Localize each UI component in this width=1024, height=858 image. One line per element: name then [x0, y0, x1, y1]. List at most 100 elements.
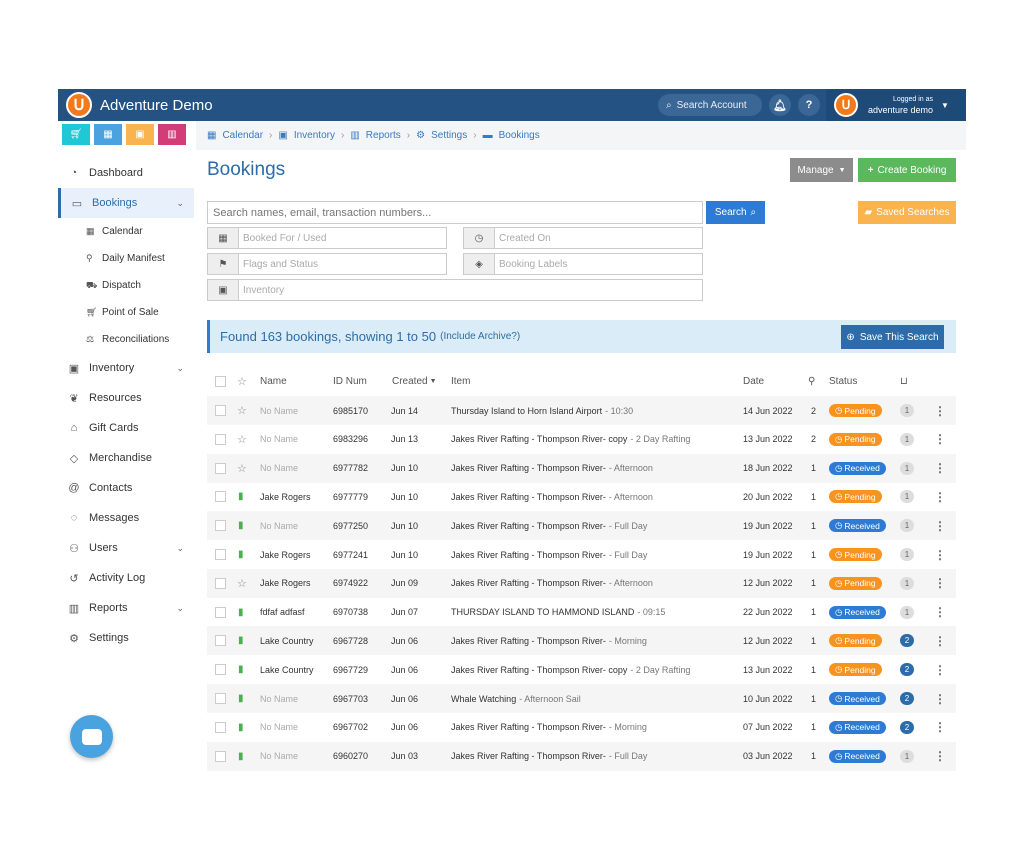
row-id[interactable]: 6974922	[333, 578, 369, 589]
more-vertical-icon[interactable]: ⋮	[934, 518, 946, 533]
row-id[interactable]: 6960270	[333, 751, 369, 762]
select-all-checkbox[interactable]	[215, 375, 226, 387]
row-item[interactable]: Jakes River Rafting - Thompson River- - A…	[451, 454, 653, 483]
row-checkbox[interactable]	[215, 577, 226, 589]
saved-searches-button[interactable]: ▰ Saved Searches	[858, 201, 956, 224]
row-item[interactable]: Jakes River Rafting - Thompson River- - M…	[451, 713, 647, 742]
sidebar-item-contacts[interactable]: @ Contacts	[58, 473, 194, 503]
row-item[interactable]: Jakes River Rafting - Thompson River- - F…	[451, 540, 647, 569]
sidebar-subitem-reconciliations[interactable]: ⚖ Reconciliations	[86, 334, 170, 345]
table-row[interactable]: ▮ fdfaf adfasf 6970738 Jun 07 THURSDAY ISLAN…	[207, 598, 956, 627]
star-icon[interactable]: ☆	[237, 577, 247, 590]
more-vertical-icon[interactable]: ⋮	[934, 605, 946, 620]
star-icon[interactable]: ☆	[237, 375, 247, 388]
breadcrumb-bookings[interactable]: Bookings	[498, 130, 540, 141]
breadcrumb-calendar[interactable]: Calendar	[222, 130, 264, 141]
table-row[interactable]: ▮ Jake Rogers 6977241 Jun 10 Jakes River Raf…	[207, 540, 956, 569]
row-id[interactable]: 6967703	[333, 693, 369, 704]
table-row[interactable]: ☆ No Name 6983296 Jun 13 Jakes River Rafting…	[207, 425, 956, 454]
row-item[interactable]: Whale Watching - Afternoon Sail	[451, 684, 581, 713]
help-button[interactable]: ?	[798, 94, 820, 116]
created-on-filter[interactable]: ◷ Created On	[463, 227, 703, 249]
sidebar-subitem-calendar[interactable]: ▦ Calendar	[86, 226, 143, 237]
row-name[interactable]: Jake Rogers	[260, 578, 311, 589]
sidebar-item-merchandise[interactable]: ◇ Merchandise	[58, 443, 194, 473]
sidebar-item-reports[interactable]: ▥ Reports ⌄	[58, 593, 194, 623]
sidebar-item-activity-log[interactable]: ↺ Activity Log	[58, 563, 194, 593]
row-item[interactable]: Jakes River Rafting - Thompson River- - F…	[451, 511, 647, 540]
create-booking-button[interactable]: + Create Booking	[858, 158, 956, 182]
table-row[interactable]: ▮ Lake Country 6967729 Jun 06 Jakes River Ra…	[207, 655, 956, 684]
breadcrumb-reports[interactable]: Reports	[365, 130, 401, 141]
row-id[interactable]: 6977241	[333, 549, 369, 560]
sidebar-item-bookings[interactable]: ▭ Bookings ⌄	[58, 188, 194, 218]
status-badge[interactable]: ◷ Received	[829, 720, 886, 734]
table-row[interactable]: ▮ No Name 6960270 Jun 03 Jakes River Rafting…	[207, 741, 956, 771]
table-row[interactable]: ▮ Jake Rogers 6977779 Jun 10 Jakes River Raf…	[207, 482, 956, 511]
star-icon[interactable]: ☆	[237, 433, 247, 446]
more-vertical-icon[interactable]: ⋮	[934, 489, 946, 504]
row-id[interactable]: 6983296	[333, 434, 369, 445]
status-badge[interactable]: ◷ Pending	[829, 548, 882, 561]
row-checkbox[interactable]	[215, 491, 226, 503]
flags-status-filter[interactable]: ⚑ Flags and Status	[207, 253, 447, 275]
row-item[interactable]: Jakes River Rafting - Thompson River- - F…	[451, 742, 647, 771]
status-badge[interactable]: ◷ Pending	[829, 663, 882, 677]
bookmark-icon[interactable]: ▮	[238, 635, 244, 647]
row-id[interactable]: 6967729	[333, 664, 369, 675]
row-checkbox[interactable]	[215, 549, 226, 560]
row-name[interactable]: No Name	[260, 434, 299, 445]
save-search-button[interactable]: ⊕ Save This Search	[841, 325, 944, 349]
row-item[interactable]: THURSDAY ISLAND TO HAMMOND ISLAND - 09:15	[451, 598, 665, 627]
sidebar-item-messages[interactable]: ◌ Messages	[58, 503, 194, 533]
row-name[interactable]: No Name	[260, 405, 299, 416]
column-name[interactable]: Name	[260, 375, 287, 387]
status-badge[interactable]: ◷ Pending	[829, 490, 882, 504]
status-badge[interactable]: ◷ Received	[829, 692, 886, 705]
table-row[interactable]: ▮ No Name 6977250 Jun 10 Jakes River Rafting…	[207, 511, 956, 541]
sidebar-item-settings[interactable]: ⚙ Settings	[58, 623, 194, 653]
row-name[interactable]: No Name	[260, 463, 299, 474]
sidebar-subitem-point-of-sale[interactable]: 🛒︎ Point of Sale	[86, 307, 159, 318]
row-id[interactable]: 6967728	[333, 635, 369, 646]
quick-calendar-button[interactable]: ▦	[94, 124, 122, 145]
row-item[interactable]: Jakes River Rafting - Thompson River- - M…	[451, 626, 647, 655]
bookmark-icon[interactable]: ▮	[238, 520, 244, 532]
column-status[interactable]: Status	[829, 375, 858, 387]
booking-labels-filter[interactable]: ◈ Booking Labels	[463, 253, 703, 275]
app-logo[interactable]: ᑌ	[66, 92, 92, 118]
breadcrumb-settings[interactable]: Settings	[431, 130, 468, 141]
table-row[interactable]: ☆ Jake Rogers 6974922 Jun 09 Jakes River Raf…	[207, 568, 956, 598]
row-item[interactable]: Thursday Island to Horn Island Airport - …	[451, 396, 633, 425]
row-checkbox[interactable]	[215, 721, 226, 733]
more-vertical-icon[interactable]: ⋮	[934, 461, 946, 476]
column-id[interactable]: ID Num	[333, 375, 367, 387]
more-vertical-icon[interactable]: ⋮	[934, 403, 946, 418]
row-id[interactable]: 6985170	[333, 405, 369, 416]
search-input[interactable]	[207, 201, 703, 224]
more-vertical-icon[interactable]: ⋮	[934, 720, 946, 735]
row-item[interactable]: Jakes River Rafting - Thompson River- co…	[451, 655, 690, 684]
bookmark-icon[interactable]: ▮	[238, 664, 244, 676]
row-checkbox[interactable]	[215, 635, 226, 647]
column-created[interactable]: Created ▼	[392, 370, 437, 392]
column-date[interactable]: Date	[743, 375, 765, 387]
bookmark-icon[interactable]: ▮	[238, 721, 244, 733]
status-badge[interactable]: ◷ Received	[829, 461, 886, 475]
sidebar-item-inventory[interactable]: ▣ Inventory ⌄	[58, 353, 194, 383]
bookmark-icon[interactable]: ▮	[238, 750, 244, 762]
sidebar-subitem-dispatch[interactable]: ⛟ Dispatch	[86, 279, 141, 292]
quick-chart-button[interactable]: ▥	[158, 124, 186, 145]
row-name[interactable]: No Name	[260, 722, 299, 733]
row-name[interactable]: Jake Rogers	[260, 491, 311, 502]
table-row[interactable]: ☆ No Name 6985170 Jun 14 Thursday Island to …	[207, 396, 956, 425]
row-name[interactable]: Lake Country	[260, 635, 314, 646]
sidebar-item-gift-cards[interactable]: ⌂ Gift Cards	[58, 413, 194, 443]
column-item[interactable]: Item	[451, 375, 471, 387]
search-account-button[interactable]: ⌕ Search Account	[658, 94, 762, 116]
row-checkbox[interactable]	[215, 433, 226, 445]
row-name[interactable]: No Name	[260, 693, 299, 704]
bookmark-icon[interactable]: ▮	[238, 693, 244, 704]
more-vertical-icon[interactable]: ⋮	[934, 749, 946, 764]
star-icon[interactable]: ☆	[237, 462, 247, 475]
